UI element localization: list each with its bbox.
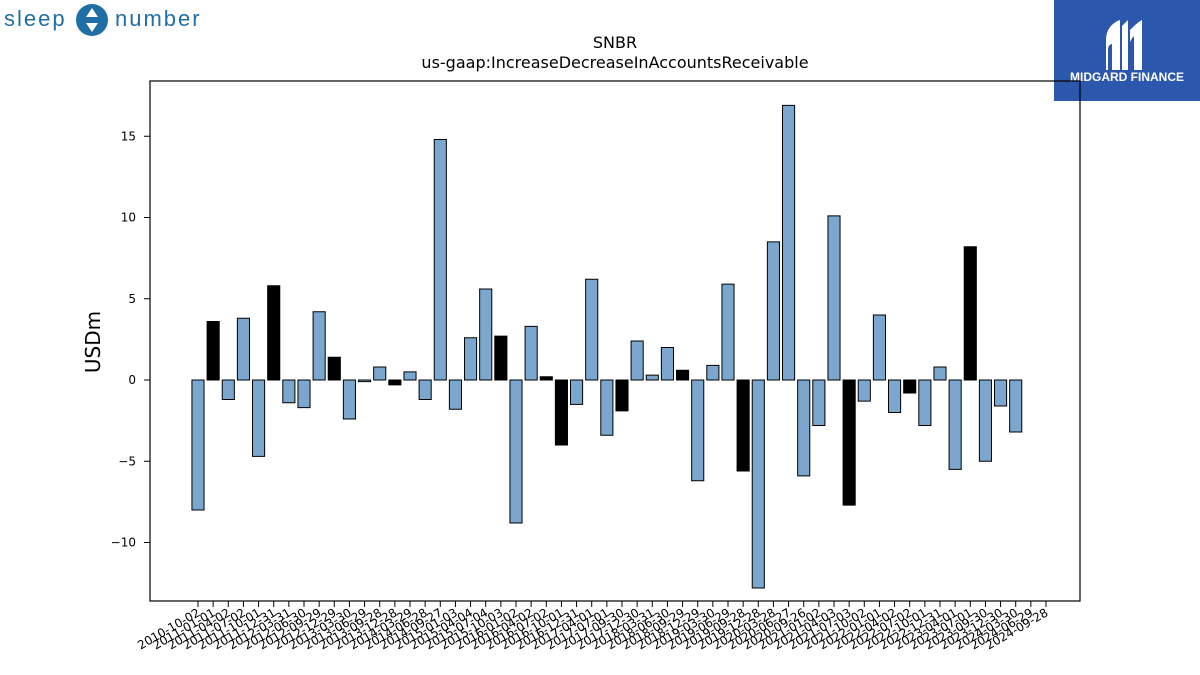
bar	[857, 379, 871, 402]
y-tick-label: 5	[128, 292, 136, 306]
bar	[448, 379, 462, 410]
midgard-mark-icon	[1106, 20, 1142, 70]
bar	[418, 379, 432, 400]
bar	[206, 321, 220, 381]
bar	[691, 379, 705, 482]
bar	[782, 104, 796, 381]
bar	[312, 311, 326, 381]
bar	[948, 379, 962, 470]
logo-right-text: MIDGARD FINANCE	[1070, 70, 1184, 84]
y-tick-label: 0	[128, 373, 136, 387]
bar	[373, 366, 387, 381]
y-axis-label: USDm	[81, 311, 105, 373]
bar	[918, 379, 932, 426]
bar	[706, 364, 720, 381]
y-tick-label: −5	[118, 454, 136, 468]
logo-left-mark-icon	[76, 4, 108, 36]
chart-subtitle: us-gaap:IncreaseDecreaseInAccountsReceiv…	[421, 53, 808, 72]
bar	[509, 379, 523, 524]
bar	[433, 139, 447, 381]
bar	[554, 379, 568, 446]
bar	[479, 288, 493, 381]
bar	[252, 379, 266, 457]
bar	[282, 379, 296, 404]
bar	[358, 379, 372, 383]
bar	[221, 379, 235, 400]
bar	[570, 379, 584, 405]
bar	[872, 314, 886, 381]
plot-frame	[149, 80, 1081, 602]
bar	[539, 376, 553, 381]
y-tick-label: −10	[111, 536, 136, 550]
bar	[600, 379, 614, 436]
bar	[297, 379, 311, 409]
bar	[736, 379, 750, 472]
logo-left-word2: number	[115, 6, 202, 31]
bar	[388, 379, 402, 386]
logo-left-word1: sleep	[4, 6, 67, 31]
bar	[751, 379, 765, 589]
bar	[236, 317, 250, 381]
bar	[660, 347, 674, 381]
bar	[797, 379, 811, 477]
bar	[766, 241, 780, 381]
bar	[585, 278, 599, 381]
bar	[615, 379, 629, 412]
y-tick-label: 10	[121, 211, 136, 225]
bar	[327, 356, 341, 381]
bar	[676, 369, 690, 381]
bar	[994, 379, 1008, 407]
y-tick-label: 15	[121, 129, 136, 143]
sleep-number-logo: sleep number	[0, 0, 215, 42]
bar	[267, 285, 281, 381]
bar	[721, 283, 735, 381]
bar	[903, 379, 917, 394]
chart-title: SNBR	[593, 33, 637, 52]
bar	[842, 379, 856, 506]
bar	[963, 246, 977, 381]
bar-series	[191, 104, 1023, 589]
bar	[464, 337, 478, 381]
midgard-finance-logo: MIDGARD FINANCE	[1054, 0, 1200, 101]
bar	[342, 379, 356, 420]
bar	[494, 335, 508, 381]
bar	[888, 379, 902, 413]
bar	[630, 340, 644, 381]
bar	[524, 325, 538, 381]
bar	[978, 379, 992, 462]
bar	[1009, 379, 1023, 433]
y-axis: −10 −5 0 5 10 15	[111, 129, 150, 550]
bar	[827, 215, 841, 381]
bar	[812, 379, 826, 426]
x-axis: 2010-10-022011-01-012011-04-022011-07-02…	[135, 601, 1051, 652]
bar	[933, 366, 947, 381]
bar	[645, 374, 659, 381]
bar	[403, 371, 417, 381]
bar	[191, 379, 205, 511]
